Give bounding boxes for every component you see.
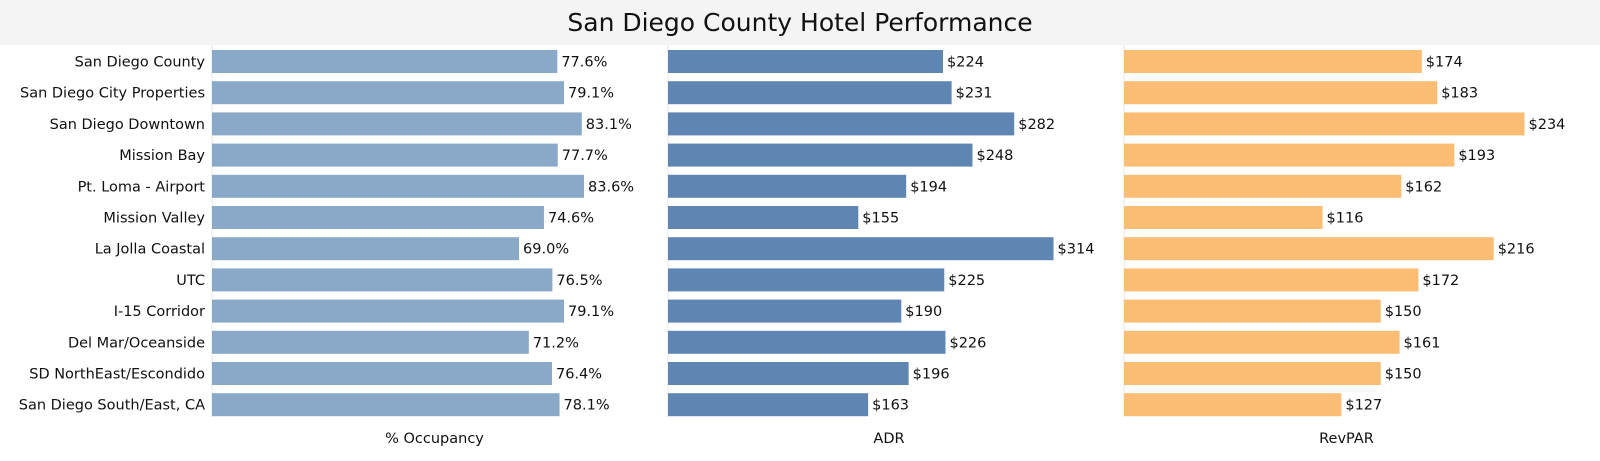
chart-title-bar: San Diego County Hotel Performance: [0, 0, 1600, 45]
data-label: $231: [956, 86, 993, 102]
bar: [1124, 81, 1438, 105]
bar: [212, 112, 582, 136]
category-label: SD NorthEast/Escondido: [29, 367, 205, 383]
data-label: $174: [1426, 55, 1463, 71]
category-label: Del Mar/Oceanside: [68, 335, 205, 351]
data-label: $194: [910, 179, 947, 195]
bar: [212, 50, 558, 73]
category-label: Mission Bay: [119, 148, 205, 164]
category-label: Pt. Loma - Airport: [78, 179, 206, 195]
bar: [1124, 299, 1381, 323]
data-label: $162: [1405, 179, 1442, 195]
data-label: $161: [1404, 335, 1441, 351]
data-label: 71.2%: [533, 335, 579, 351]
bar: [212, 206, 544, 229]
data-label: $190: [905, 304, 942, 320]
bar: [1124, 330, 1400, 354]
category-label: San Diego South/East, CA: [19, 398, 205, 414]
bar: [1124, 112, 1525, 136]
bar: [668, 112, 1015, 136]
data-label: 78.1%: [564, 398, 610, 414]
data-label: $172: [1422, 273, 1459, 289]
data-label: $248: [976, 148, 1013, 164]
category-label: La Jolla Coastal: [95, 242, 205, 258]
bar: [212, 268, 553, 292]
data-label: $225: [948, 273, 985, 289]
bar: [1124, 174, 1402, 198]
bar: [1124, 393, 1342, 417]
data-label: $224: [947, 55, 984, 71]
bar: [212, 362, 552, 385]
category-label: San Diego Downtown: [50, 117, 205, 133]
data-label: $314: [1058, 242, 1095, 258]
bar: [1124, 362, 1381, 385]
bar: [668, 362, 909, 385]
panel-adr: $224 $231 $282 $248 $194 $155 $314 $225 $190 $226…: [667, 45, 1095, 447]
category-labels: San Diego County San Diego City Propertie…: [19, 55, 206, 414]
bar: [668, 81, 952, 105]
bar: [212, 330, 529, 354]
bar: [668, 237, 1054, 261]
data-label: $226: [949, 335, 986, 351]
bar: [212, 174, 585, 198]
axis-title: % Occupancy: [385, 431, 484, 447]
bar: [668, 393, 869, 417]
bar: [1124, 268, 1419, 292]
data-label: $282: [1018, 117, 1055, 133]
bar: [668, 50, 944, 73]
data-label: 79.1%: [568, 304, 614, 320]
bar: [668, 299, 902, 323]
bar: [668, 268, 945, 292]
bar: [1124, 206, 1323, 229]
category-label: San Diego County: [75, 55, 206, 71]
chart-area: San Diego County San Diego City Propertie…: [19, 45, 1566, 447]
data-label: 77.7%: [562, 148, 608, 164]
data-label: 83.1%: [586, 117, 632, 133]
bar: [212, 299, 564, 323]
data-label: $155: [862, 211, 899, 227]
bar: [668, 330, 946, 354]
category-label: San Diego City Properties: [20, 86, 205, 102]
panel-revpar: $174$183$234$193$162$116$216$172$150$161…: [1123, 45, 1566, 447]
panel-occupancy: 77.6% 79.1% 83.1% 77.7% 83.6% 74.6% 69.0% 76.5%…: [211, 45, 634, 447]
category-label: UTC: [176, 273, 205, 289]
data-label: $163: [872, 398, 909, 414]
chart-title: San Diego County Hotel Performance: [567, 8, 1033, 37]
data-label: $150: [1385, 304, 1422, 320]
data-label: $193: [1458, 148, 1495, 164]
data-label: 76.5%: [556, 273, 602, 289]
bar: [212, 237, 520, 261]
data-label: $127: [1345, 398, 1382, 414]
data-label: 74.6%: [548, 211, 594, 227]
data-label: 77.6%: [561, 55, 607, 71]
axis-title: RevPAR: [1319, 431, 1374, 447]
category-label: I-15 Corridor: [114, 304, 205, 320]
data-label: $234: [1529, 117, 1566, 133]
data-label: 76.4%: [556, 367, 602, 383]
data-label: $150: [1385, 367, 1422, 383]
bar: [212, 393, 560, 417]
data-label: $183: [1441, 86, 1478, 102]
bar: [668, 206, 859, 229]
bar: [1124, 143, 1455, 167]
data-label: 69.0%: [523, 242, 569, 258]
bar: [1124, 50, 1422, 73]
category-label: Mission Valley: [103, 211, 205, 227]
bar: [1124, 237, 1494, 261]
bar: [668, 174, 907, 198]
data-label: 83.6%: [588, 179, 634, 195]
axis-title: ADR: [873, 431, 904, 447]
data-label: $196: [913, 367, 950, 383]
bar: [668, 143, 973, 167]
data-label: $116: [1327, 211, 1364, 227]
data-label: 79.1%: [568, 86, 614, 102]
data-label: $216: [1498, 242, 1535, 258]
bar: [212, 81, 564, 105]
bar: [212, 143, 558, 167]
